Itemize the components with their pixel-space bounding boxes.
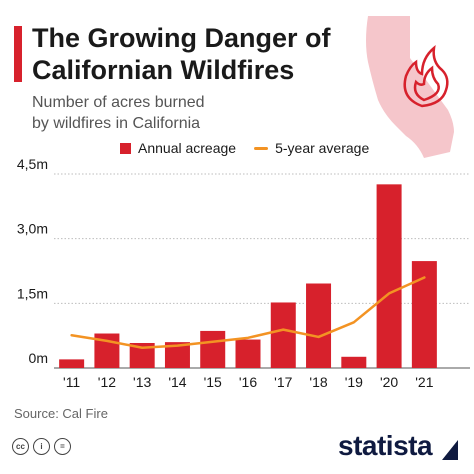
chart-title: The Growing Danger of Californian Wildfi… <box>32 22 362 86</box>
y-tick-label: 0m <box>29 350 48 366</box>
legend-label-annual: Annual acreage <box>138 140 237 156</box>
california-fire-icon <box>366 16 454 158</box>
x-tick-label: '16 <box>239 374 257 390</box>
average-line <box>70 276 426 349</box>
no-derivatives-icon: = <box>54 438 71 455</box>
bar <box>341 356 367 368</box>
legend-swatch-bar <box>120 142 131 154</box>
statista-logo-mark <box>442 440 458 460</box>
y-tick-label: 3,0m <box>17 221 48 237</box>
bar <box>411 261 437 368</box>
bar <box>270 302 296 368</box>
legend-item-annual: Annual acreage <box>120 140 236 156</box>
bar <box>306 283 332 368</box>
chart-subtitle-line-2: by wildfires in California <box>32 115 201 132</box>
x-tick-label: '20 <box>380 374 398 390</box>
legend-swatch-line <box>254 146 269 150</box>
cc-license-icon: cc <box>12 438 29 455</box>
x-tick-label: '12 <box>98 374 116 390</box>
x-tick-label: '13 <box>133 374 151 390</box>
bar <box>235 339 261 368</box>
california-shape <box>366 16 454 158</box>
chart-subtitle-line-1: Number of acres burned <box>32 94 205 111</box>
flame-icon-inner <box>413 65 440 102</box>
bar <box>59 359 85 368</box>
y-tick-label: 1,5m <box>17 285 48 301</box>
legend-item-average: 5-year average <box>254 140 369 156</box>
bar <box>376 184 402 368</box>
x-tick-label: '21 <box>415 374 433 390</box>
x-tick-label: '17 <box>274 374 292 390</box>
x-tick-label: '19 <box>345 374 363 390</box>
legend-label-average: 5-year average <box>275 140 370 156</box>
acreage-chart: 0m 1,5m 3,0m 4,5m '11 '12 '13 '14 '15 '16 '17 '18 '1… <box>17 156 470 390</box>
x-tick-label: '11 <box>63 374 80 390</box>
title-accent-bar <box>14 26 22 82</box>
flame-icon-outer <box>403 44 449 108</box>
x-tick-label: '14 <box>168 374 186 390</box>
chart-title-line-2: Californian Wildfires <box>32 55 295 85</box>
chart-subtitle: Number of acres burned by wildfires in C… <box>32 92 262 134</box>
statista-logo: statista <box>338 430 433 461</box>
chart-legend: Annual acreage 5-year average <box>120 138 387 158</box>
bar <box>200 330 226 368</box>
source-note: Source: Cal Fire <box>14 406 108 421</box>
x-tick-label: '18 <box>309 374 327 390</box>
attribution-icon: i <box>33 438 50 455</box>
x-tick-label: '15 <box>204 374 222 390</box>
license-icons: cc i = <box>12 438 75 455</box>
y-tick-label: 4,5m <box>17 156 48 172</box>
chart-title-line-1: The Growing Danger of <box>32 23 331 53</box>
